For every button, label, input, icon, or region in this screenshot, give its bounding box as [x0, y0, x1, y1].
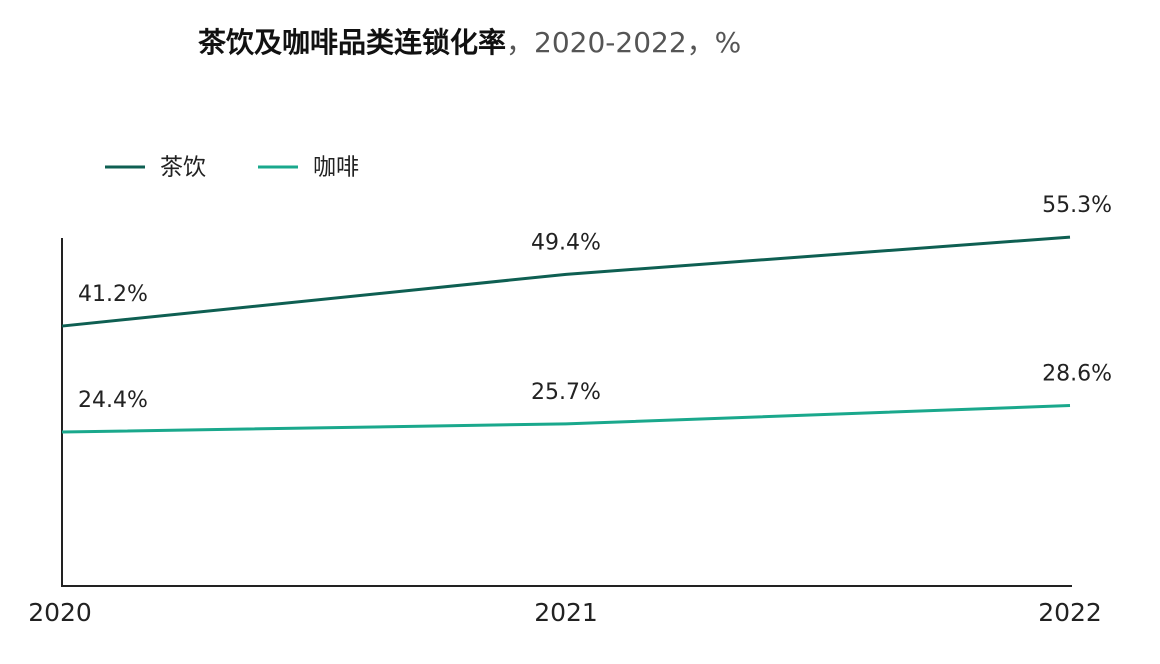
title-suffix: ，2020-2022，%: [506, 26, 741, 59]
value-label: 49.4%: [531, 230, 601, 255]
value-label: 28.6%: [1042, 362, 1112, 387]
legend-label: 咖啡: [313, 155, 359, 181]
value-label: 25.7%: [531, 380, 601, 405]
series-line: [61, 235, 1071, 328]
x-tick-label: 2022: [1038, 598, 1102, 627]
chart-title: 茶饮及咖啡品类连锁化率，2020-2022，%: [198, 26, 741, 59]
legend-label: 茶饮: [160, 155, 206, 181]
title-main: 茶饮及咖啡品类连锁化率: [198, 26, 506, 59]
x-tick-label: 2021: [534, 598, 598, 627]
value-label: 24.4%: [78, 388, 148, 413]
x-tick-label: 2020: [28, 598, 92, 627]
series-line: [61, 404, 1071, 434]
value-label: 41.2%: [78, 282, 148, 307]
value-label: 55.3%: [1042, 193, 1112, 218]
